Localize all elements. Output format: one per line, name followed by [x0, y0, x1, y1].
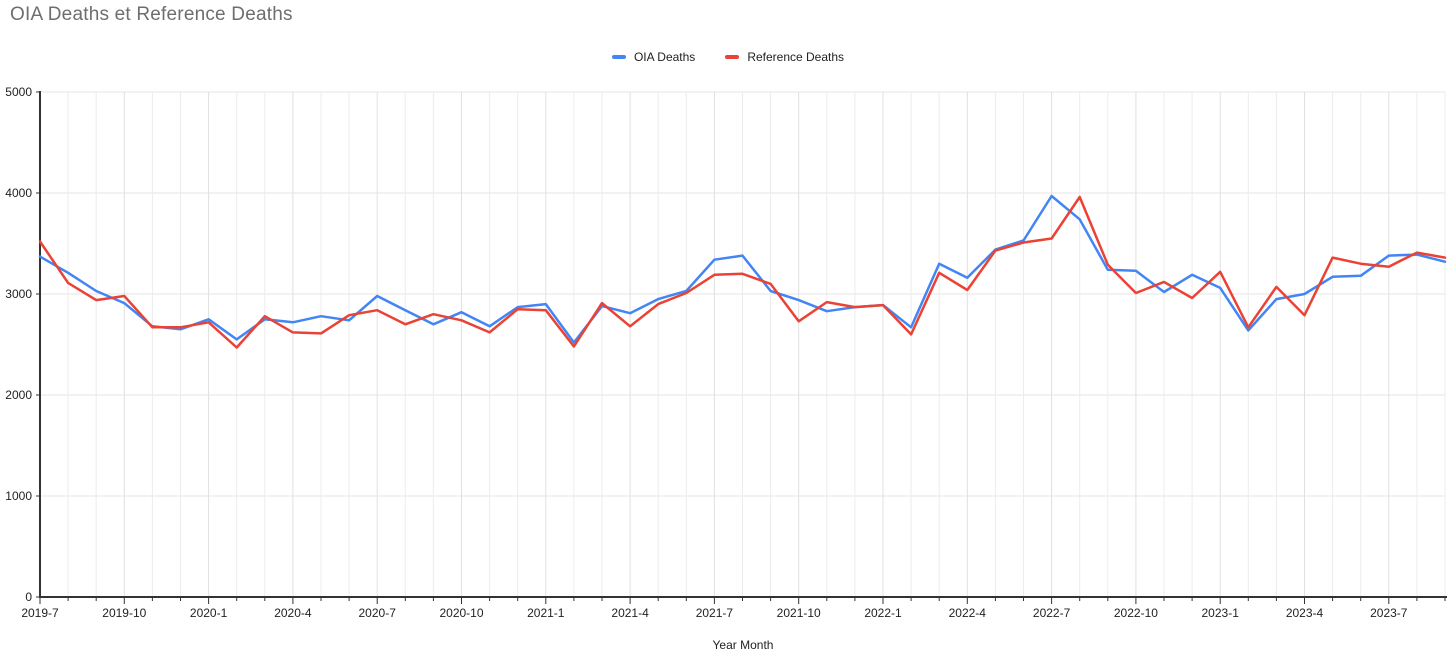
svg-text:1000: 1000: [5, 489, 32, 503]
svg-text:4000: 4000: [5, 186, 32, 200]
svg-text:2023-4: 2023-4: [1286, 606, 1324, 620]
svg-text:2022-4: 2022-4: [949, 606, 987, 620]
legend: OIA Deaths Reference Deaths: [0, 50, 1456, 64]
svg-text:2021-10: 2021-10: [777, 606, 821, 620]
svg-text:2019-10: 2019-10: [102, 606, 146, 620]
svg-text:2022-7: 2022-7: [1033, 606, 1071, 620]
svg-text:2000: 2000: [5, 388, 32, 402]
legend-label-oia-deaths: OIA Deaths: [633, 50, 696, 64]
svg-text:5000: 5000: [5, 85, 32, 99]
svg-text:2021-1: 2021-1: [527, 606, 565, 620]
svg-text:2020-7: 2020-7: [359, 606, 397, 620]
legend-item-reference-deaths[interactable]: Reference Deaths: [725, 50, 844, 64]
svg-text:3000: 3000: [5, 287, 32, 301]
svg-text:2020-4: 2020-4: [274, 606, 312, 620]
svg-text:2022-1: 2022-1: [864, 606, 902, 620]
legend-label-reference-deaths: Reference Deaths: [747, 50, 845, 64]
svg-text:2021-4: 2021-4: [611, 606, 649, 620]
x-axis-title: Year Month: [712, 638, 774, 652]
legend-swatch-reference-deaths-icon: [725, 55, 740, 59]
svg-text:2020-10: 2020-10: [439, 606, 483, 620]
svg-text:2023-1: 2023-1: [1202, 606, 1240, 620]
svg-text:2021-7: 2021-7: [696, 606, 734, 620]
svg-text:0: 0: [25, 590, 32, 604]
legend-swatch-oia-deaths-icon: [611, 55, 626, 59]
chart-title: OIA Deaths et Reference Deaths: [10, 4, 293, 25]
svg-text:2022-10: 2022-10: [1114, 606, 1158, 620]
svg-text:2020-1: 2020-1: [190, 606, 228, 620]
svg-text:2023-7: 2023-7: [1370, 606, 1408, 620]
svg-text:2019-7: 2019-7: [21, 606, 59, 620]
legend-item-oia-deaths[interactable]: OIA Deaths: [611, 50, 696, 64]
